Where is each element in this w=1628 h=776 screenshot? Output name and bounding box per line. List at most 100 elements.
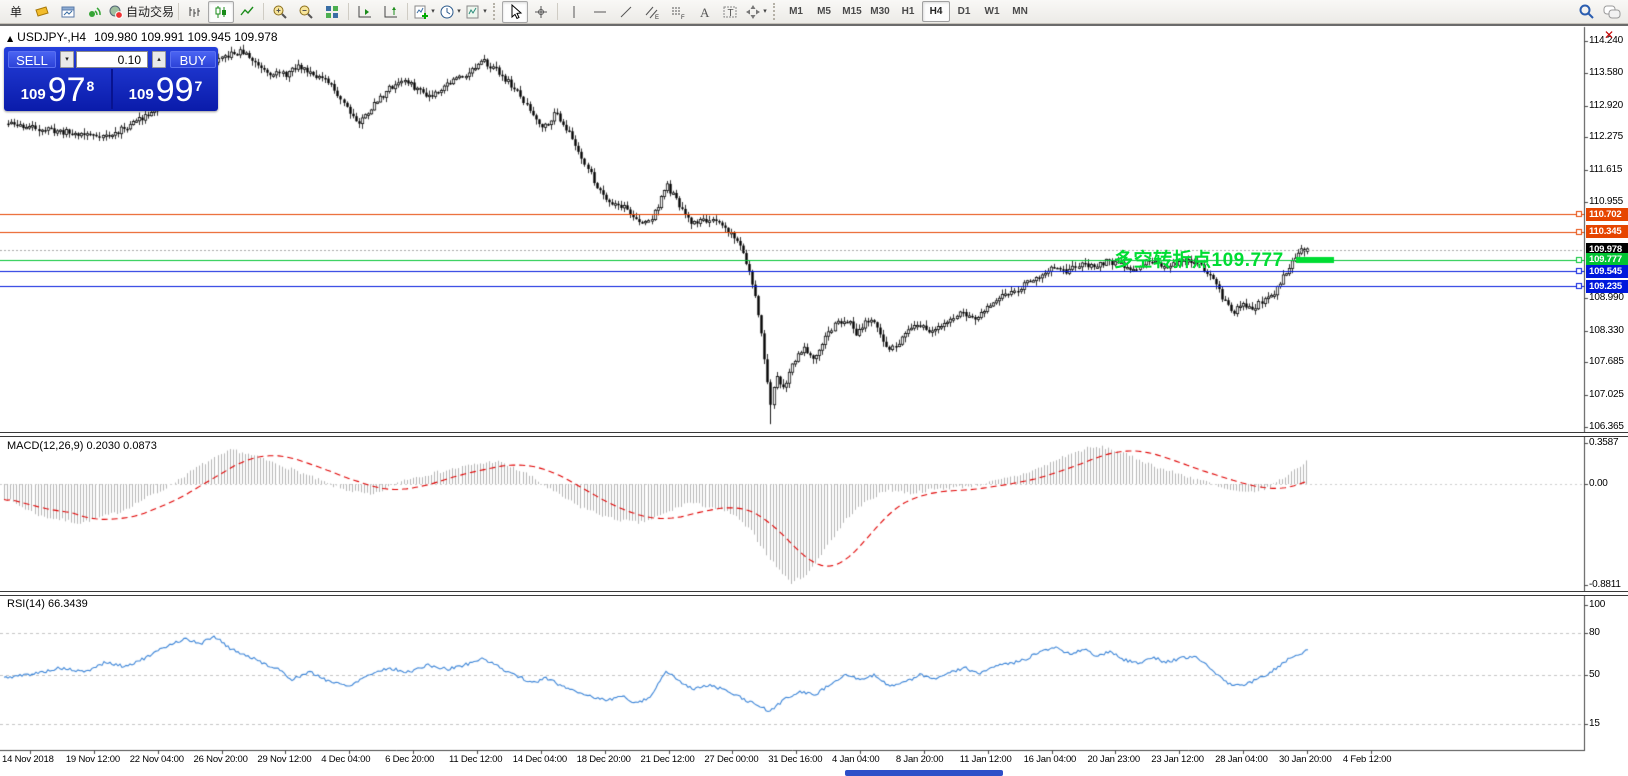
arrows-button[interactable]: ▾ (743, 1, 769, 23)
buy-button[interactable]: BUY (170, 50, 216, 68)
text-label-icon[interactable]: T (717, 1, 743, 23)
date-tick-label: 14 Nov 2018 (2, 754, 54, 765)
svg-text:A: A (700, 5, 710, 20)
sell-price-big: 97 (47, 71, 86, 109)
timeframe-m5[interactable]: M5 (817, 6, 831, 17)
autotrading-button[interactable]: 自动交易 (107, 1, 175, 23)
timeframe-h1[interactable]: H1 (901, 6, 915, 17)
price-level-badge-resistance: 110.345 (1586, 225, 1628, 239)
timeframe-w1[interactable]: W1 (984, 6, 1000, 17)
caret-down-icon: ▾ (763, 7, 767, 15)
caret-down-icon: ▾ (431, 7, 435, 15)
h-scrollbar-thumb[interactable] (845, 770, 1003, 776)
candlestick-chart-icon[interactable] (208, 0, 235, 23)
caret-down-icon: ▾ (65, 54, 69, 63)
chart-shift-icon[interactable] (378, 1, 404, 23)
price-tick-label: 108.330 (1589, 324, 1624, 336)
periods-button[interactable]: ▾ (437, 1, 463, 23)
autotrading-icon (109, 5, 123, 19)
sell-price[interactable]: 109 97 8 (4, 69, 111, 109)
toolbar-grip[interactable] (493, 3, 498, 20)
timeframe-m15[interactable]: M15 (842, 6, 862, 17)
bar-chart-icon[interactable] (182, 1, 208, 23)
svg-text:F: F (681, 15, 685, 20)
tile-windows-icon[interactable] (319, 1, 345, 23)
date-tick-label: 26 Nov 20:00 (193, 754, 248, 765)
price-level-badge-support: 109.235 (1586, 279, 1628, 293)
price-level-badge-resistance: 110.702 (1586, 207, 1628, 221)
trade-panel-controls: SELL ▾ 0.10 ▴ BUY (4, 50, 218, 68)
rsi-tick-label: 15 (1589, 718, 1600, 729)
chart-window-icon[interactable] (55, 1, 81, 23)
timeframe-m1[interactable]: M1 (789, 6, 803, 17)
rsi-tick-label: 50 (1589, 669, 1600, 680)
price-tick-label: 107.685 (1589, 356, 1624, 368)
search-icon[interactable] (1573, 1, 1599, 23)
text-icon[interactable]: A (691, 1, 717, 23)
symbol-title: USDJPY-,H4 (17, 30, 87, 44)
line-chart-icon[interactable] (234, 1, 260, 23)
volume-decrease-button[interactable]: ▾ (60, 50, 74, 68)
toolbar-grip[interactable] (773, 3, 778, 20)
timeframe-h4[interactable]: H4 (922, 1, 951, 22)
price-tick-label: 107.025 (1589, 388, 1624, 400)
macd-tick-label: -0.8811 (1589, 579, 1621, 591)
date-tick-label: 6 Dec 20:00 (385, 754, 435, 765)
rsi-tick-label: 100 (1589, 599, 1606, 610)
toolbar-separator (557, 3, 559, 20)
toolbar-separator (178, 3, 180, 20)
date-tick-label: 31 Dec 16:00 (768, 754, 823, 765)
auto-scroll-icon[interactable] (352, 1, 378, 23)
timeframe-m30[interactable]: M30 (870, 6, 890, 17)
caret-up-icon: ▴ (157, 54, 161, 63)
volume-input[interactable]: 0.10 (76, 50, 148, 68)
price-level-badge-current-price: 109.978 (1586, 243, 1628, 257)
timeframe-mn[interactable]: MN (1012, 6, 1028, 17)
date-tick-label: 11 Dec 12:00 (448, 754, 503, 765)
zoom-in-icon[interactable] (267, 1, 293, 23)
equidistant-channel-icon[interactable]: E (639, 1, 665, 23)
volume-increase-button[interactable]: ▴ (152, 50, 166, 68)
zoom-out-icon[interactable] (293, 1, 319, 23)
fibonacci-icon[interactable]: F (665, 1, 691, 23)
toolbar: 单 自动交易 ▾ ▾ ▾ E F A T ▾ M1 M (0, 0, 1628, 24)
vertical-line-icon[interactable] (561, 1, 587, 23)
window-close-icon[interactable]: ✕ (1604, 28, 1615, 42)
date-tick-label: 4 Dec 04:00 (321, 754, 371, 765)
date-tick-label: 16 Jan 04:00 (1023, 754, 1077, 765)
timeframe-group: M1 M5 M15 M30 H1 H4 D1 W1 MN (782, 1, 1034, 22)
caret-down-icon: ▾ (457, 7, 461, 15)
trendline-icon[interactable] (613, 1, 639, 23)
price-tick-label: 114.240 (1589, 35, 1624, 46)
indicators-icon (414, 5, 429, 19)
new-order-label: 单 (9, 5, 22, 19)
chat-icon[interactable] (1599, 1, 1625, 23)
window-separator[interactable] (0, 591, 1628, 596)
sell-price-sup: 8 (86, 78, 95, 94)
date-tick-label: 4 Feb 12:00 (1342, 754, 1392, 765)
date-tick-label: 29 Nov 12:00 (257, 754, 312, 765)
window-separator[interactable] (0, 432, 1628, 437)
date-tick-label: 11 Jan 12:00 (959, 754, 1012, 765)
buy-price[interactable]: 109 99 7 (111, 69, 218, 109)
date-tick-label: 28 Jan 04:00 (1215, 754, 1268, 765)
date-tick-label: 19 Nov 12:00 (65, 754, 120, 765)
sell-button[interactable]: SELL (8, 50, 56, 68)
new-order-button[interactable]: 单 (3, 1, 29, 23)
template-icon (466, 5, 479, 18)
templates-button[interactable]: ▾ (463, 1, 489, 23)
indicators-button[interactable]: ▾ (411, 1, 437, 23)
cursor-icon[interactable] (502, 0, 529, 23)
arrows-icon (746, 4, 761, 19)
price-tick-label: 106.365 (1589, 420, 1624, 432)
terminal-icon[interactable] (29, 1, 55, 23)
signals-icon[interactable] (81, 1, 107, 23)
timeframe-d1[interactable]: D1 (957, 6, 971, 17)
crosshair-icon[interactable] (528, 1, 554, 23)
rsi-label: RSI(14) 66.3439 (7, 598, 88, 610)
date-tick-label: 30 Jan 20:00 (1279, 754, 1332, 765)
caret-down-icon: ▾ (483, 7, 487, 15)
horizontal-line-icon[interactable] (587, 1, 613, 23)
